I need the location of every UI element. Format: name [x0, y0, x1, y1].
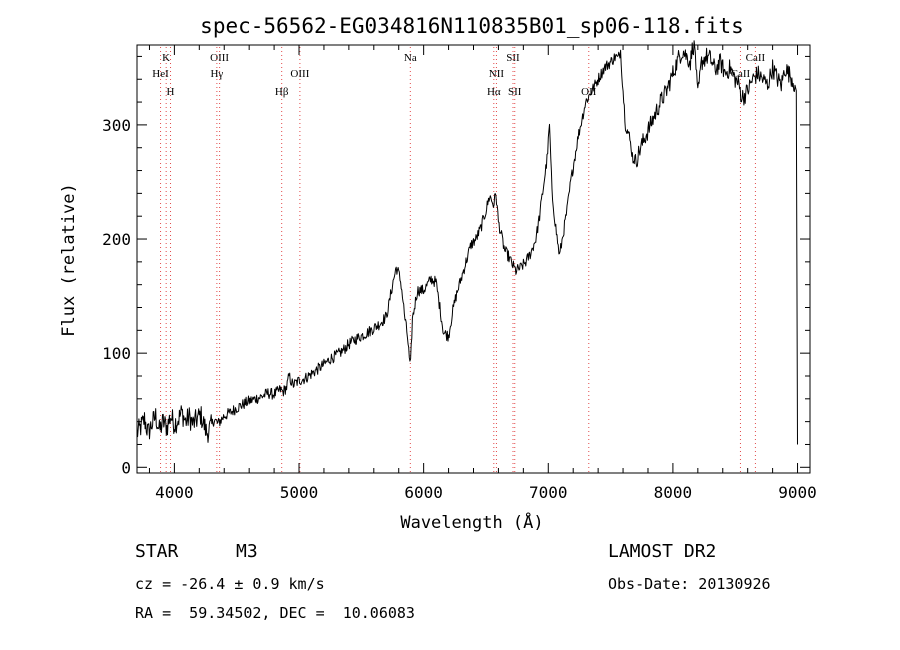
spectrum-line — [136, 40, 798, 445]
marker-label: HeI — [152, 68, 169, 80]
survey-name: LAMOST DR2 — [608, 541, 717, 562]
y-tick-label: 200 — [102, 230, 131, 249]
y-axis-label: Flux (relative) — [59, 183, 79, 337]
x-axis-label: Wavelength (Å) — [400, 511, 543, 533]
marker-label: Hγ — [210, 68, 223, 80]
x-tick-label: 4000 — [155, 483, 194, 502]
chart-title: spec-56562-EG034816N110835B01_sp06-118.f… — [200, 14, 744, 38]
marker-label: K — [162, 52, 170, 64]
object-class: STAR — [135, 541, 179, 562]
marker-label: CaII — [746, 52, 766, 64]
marker-label: SII — [508, 86, 522, 98]
x-tick-label: 6000 — [404, 483, 443, 502]
spectrum-series — [136, 40, 798, 445]
object-subclass: M3 — [236, 541, 258, 562]
x-tick-label: 9000 — [778, 483, 817, 502]
y-tick-label: 300 — [102, 116, 131, 135]
y-tick-label: 100 — [102, 344, 131, 363]
plot-frame — [136, 44, 811, 474]
x-tick-label: 8000 — [654, 483, 693, 502]
redshift-value: cz = -26.4 ± 0.9 km/s — [135, 575, 325, 593]
plot-axes — [136, 44, 811, 474]
marker-label: NII — [489, 68, 505, 80]
marker-label: SII — [506, 52, 520, 64]
marker-label: OIII — [210, 52, 229, 64]
observation-date: Obs-Date: 20130926 — [608, 575, 771, 593]
y-tick-label: 0 — [121, 458, 131, 477]
marker-label: OIII — [290, 68, 309, 80]
axis-ticks: 4000 5000 6000 7000 8000 9000 0 100 200 300 — [102, 45, 817, 502]
marker-label: Hα — [487, 86, 501, 98]
marker-label: H — [167, 86, 175, 98]
x-tick-label: 5000 — [280, 483, 319, 502]
x-tick-label: 7000 — [529, 483, 568, 502]
marker-label: CaII — [731, 68, 751, 80]
marker-label: Hβ — [275, 86, 289, 98]
coordinates: RA = 59.34502, DEC = 10.06083 — [135, 604, 415, 622]
marker-label: Na — [404, 52, 417, 64]
